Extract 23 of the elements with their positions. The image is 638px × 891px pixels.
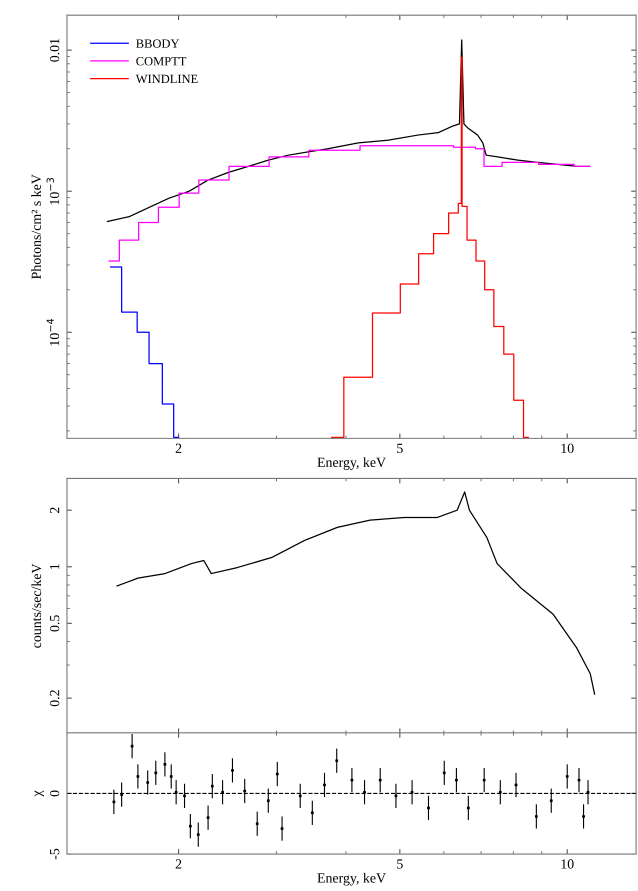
y-tick-label: 0 [50,790,60,796]
y-axis-title: counts/sec/keV [31,564,42,648]
y-tick-label: 0.2 [50,690,60,706]
legend-label: COMPTT [136,57,186,66]
y-tick-label: 2 [50,507,60,514]
y-tick-label: -5 [50,848,60,860]
y-axis-title: Photons/cm² s keV [31,174,42,279]
x-tick-label: 10 [561,444,574,454]
x-tick-label: 5 [397,859,403,869]
x-tick-label: 2 [176,444,182,453]
y-tick-label: 1 [50,564,60,570]
x-tick-label: 5 [397,444,403,454]
y-tick-label: 0.5 [50,615,60,632]
y-tick-label: 0.01 [50,38,60,62]
x-axis-title: Energy, keV [317,457,386,470]
legend-label: WINDLINE [136,74,198,84]
x-tick-label: 2 [176,859,182,869]
y-tick-label: 10$^{−3}$ [46,178,60,204]
x-tick-label: 10 [561,859,574,869]
legend-label: BBODY [136,39,180,48]
y-tick-label: 10$^{−4}$ [46,318,60,346]
y-axis-title: χ [34,790,44,797]
x-axis-title: Energy, keV [317,872,386,886]
